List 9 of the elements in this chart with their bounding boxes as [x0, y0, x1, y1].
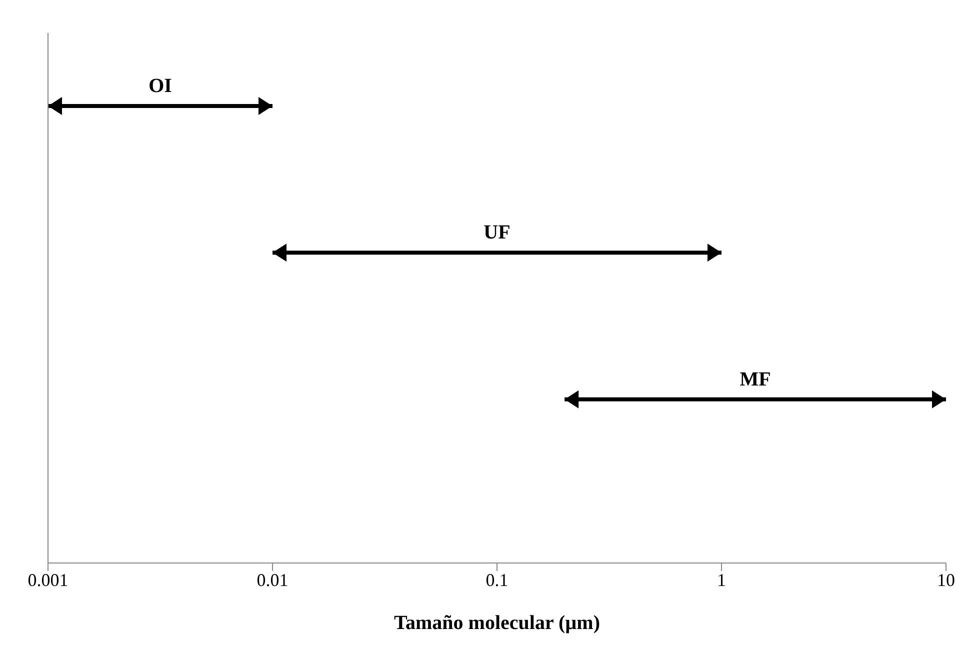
x-tick-label: 0.01: [256, 570, 288, 590]
x-tick-label: 10: [937, 570, 955, 590]
x-axis-title: Tamaño molecular (µm): [394, 612, 600, 634]
x-tick-label: 1: [717, 570, 726, 590]
x-tick-label: 0.001: [28, 570, 68, 590]
y-tick-label: OI: [148, 75, 172, 97]
y-tick-label: MF: [740, 368, 771, 390]
y-tick-label: UF: [484, 222, 510, 244]
x-tick-label: 0.1: [486, 570, 508, 590]
